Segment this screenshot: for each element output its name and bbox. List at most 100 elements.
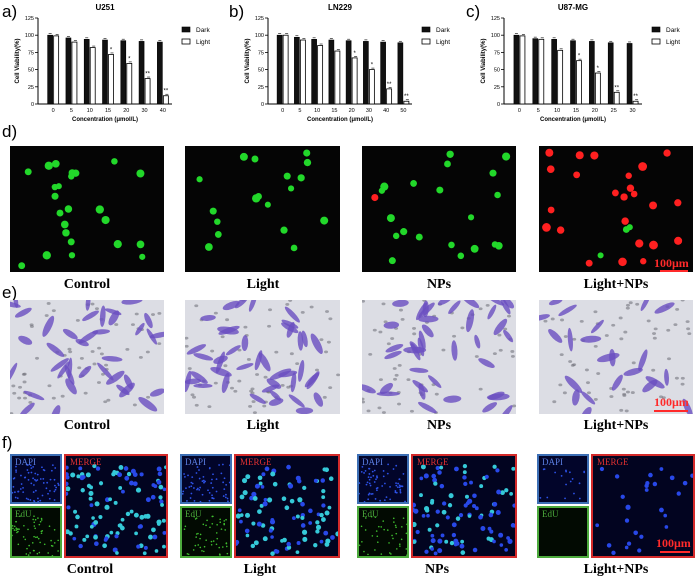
- merge-nucleus: [614, 474, 620, 479]
- panel-label-b: b): [229, 2, 245, 21]
- edu-nucleus: [393, 521, 395, 523]
- dapi-nucleus: [42, 477, 45, 480]
- y-axis-label: Cell Viability(%): [245, 39, 251, 84]
- merge-nucleus: [135, 487, 142, 493]
- stained-cell: [46, 342, 65, 357]
- bar-dark-30: [363, 41, 369, 105]
- stained-cell: [596, 352, 620, 363]
- merge-nucleus: [286, 541, 291, 547]
- dapi-nucleus: [385, 496, 388, 499]
- merge-nucleus: [669, 475, 675, 481]
- edu-nucleus: [375, 530, 378, 532]
- stained-cell: [248, 300, 257, 312]
- merge-nucleus: [68, 531, 73, 536]
- merge-nucleus: [270, 551, 275, 556]
- legend-swatch-dark: [181, 26, 191, 33]
- dapi-nucleus: [190, 485, 193, 488]
- membrane-pore: [397, 363, 402, 367]
- stained-cell: [301, 330, 308, 348]
- membrane-pore: [336, 373, 340, 377]
- bar-chart-u251: U251 0 25 50 75 100 125 Cell Viability(%) 0 5 10 * 1…: [15, 3, 210, 123]
- dapi-nucleus: [196, 466, 199, 468]
- stained-cell: [383, 321, 400, 329]
- image-background: [185, 146, 340, 272]
- membrane-pore: [625, 306, 630, 310]
- merge-nucleus: [95, 466, 101, 471]
- bar-light-10: [557, 49, 564, 105]
- bar-light-15: [576, 60, 582, 105]
- membrane-pore: [134, 312, 139, 316]
- membrane-pore: [130, 323, 135, 327]
- edu-nucleus: [405, 532, 407, 535]
- membrane-pore: [213, 311, 218, 315]
- stained-cell: [106, 370, 125, 385]
- membrane-pore: [628, 301, 633, 305]
- merge-nucleus: [504, 547, 508, 552]
- edu-nucleus: [31, 542, 34, 544]
- edu-nucleus: [395, 532, 398, 535]
- y-tick-label: 75: [28, 50, 34, 56]
- dapi-nucleus: [392, 468, 395, 470]
- dapi-image-control: [10, 454, 62, 504]
- merge-nucleus: [259, 503, 264, 508]
- dapi-nucleus: [368, 473, 371, 475]
- membrane-pore: [246, 358, 251, 361]
- dapi-nucleus: [383, 499, 386, 502]
- merge-nucleus: [257, 509, 262, 514]
- merge-nucleus: [625, 504, 631, 510]
- stained-cell: [418, 330, 426, 350]
- live-cell: [51, 159, 60, 168]
- stained-cell: [241, 335, 249, 352]
- dapi-nucleus: [32, 491, 35, 493]
- live-cell: [68, 252, 76, 259]
- caption-f-control: Control: [66, 562, 114, 577]
- edu-nucleus: [398, 543, 401, 546]
- membrane-pore: [498, 348, 503, 352]
- dapi-nucleus: [195, 472, 198, 474]
- dapi-nucleus: [372, 474, 375, 477]
- dapi-nucleus: [364, 469, 367, 472]
- merge-nucleus: [66, 486, 71, 492]
- membrane-pore: [485, 304, 490, 307]
- bar-light-40: [386, 88, 393, 105]
- merge-nucleus: [511, 466, 515, 471]
- legend-swatch-dark: [651, 26, 661, 33]
- merge-nucleus: [423, 473, 429, 479]
- merge-nucleus: [295, 550, 300, 555]
- x-tick-label: 10: [554, 108, 560, 114]
- merge-nucleus: [652, 481, 658, 487]
- caption-d-control: Control: [63, 277, 111, 292]
- caption-e-nps: NPs: [426, 418, 452, 433]
- edu-nucleus: [402, 517, 405, 519]
- bar-dark-10: [83, 39, 90, 105]
- merge-nucleus: [449, 540, 455, 546]
- merge-nucleus: [88, 496, 93, 501]
- membrane-pore: [653, 327, 658, 331]
- merge-nucleus: [281, 496, 287, 502]
- merge-nucleus: [335, 531, 338, 537]
- live-cell: [42, 251, 51, 260]
- membrane-pore: [383, 320, 388, 324]
- bar-dark-30: [138, 41, 145, 105]
- live-cell: [239, 152, 248, 161]
- merge-nucleus: [270, 518, 275, 522]
- merge-nucleus: [315, 524, 322, 530]
- dapi-nucleus: [42, 482, 45, 484]
- merge-nucleus: [154, 549, 159, 553]
- merge-nucleus: [286, 464, 291, 470]
- dapi-nucleus: [199, 500, 202, 502]
- dead-cell: [621, 217, 629, 225]
- membrane-pore: [362, 400, 366, 404]
- membrane-pore: [397, 402, 402, 406]
- dapi-nucleus: [12, 491, 14, 494]
- stained-cell: [290, 372, 297, 393]
- merge-nucleus: [321, 488, 326, 494]
- dapi-nucleus: [359, 482, 361, 484]
- merge-nucleus: [300, 515, 305, 520]
- edu-image-light: [180, 506, 232, 558]
- dapi-nucleus: [370, 493, 373, 495]
- dapi-nucleus: [190, 492, 193, 495]
- live-cell: [467, 214, 475, 221]
- edu-nucleus: [39, 520, 42, 523]
- dapi-label-light: DAPI: [185, 457, 207, 467]
